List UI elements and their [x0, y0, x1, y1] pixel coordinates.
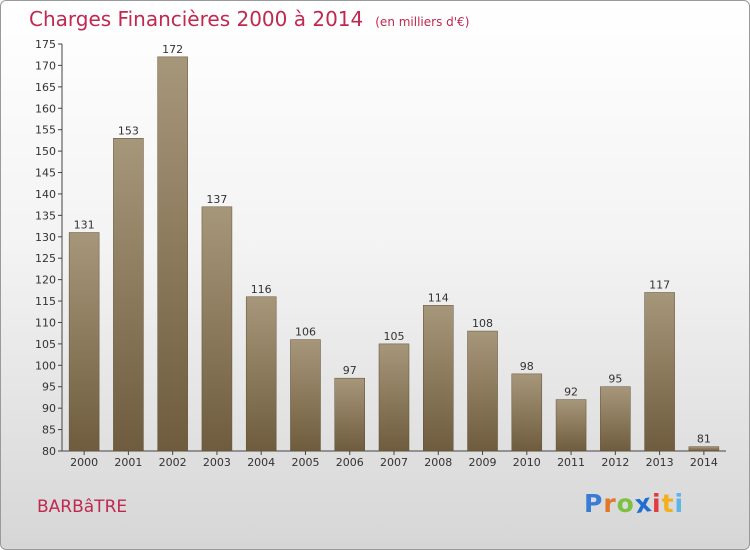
value-label-2013: 117: [649, 278, 670, 291]
y-tick-label: 120: [35, 274, 56, 287]
value-label-2012: 95: [608, 373, 622, 386]
y-tick-label: 90: [42, 402, 56, 415]
y-tick-label: 115: [35, 295, 56, 308]
value-label-2002: 172: [162, 43, 183, 56]
bar-2001: [113, 138, 144, 452]
bar-2009: [467, 330, 498, 452]
y-tick-label: 170: [35, 59, 56, 72]
x-tick-label-2000: 2000: [70, 456, 98, 469]
bar-2000: [68, 232, 100, 452]
labels-layer: 131 2000 153 2001 172 2002 137 2003 116 2004 106 20…: [70, 43, 718, 469]
y-tick-label: 105: [35, 338, 56, 351]
bar-2005: [290, 339, 321, 452]
value-label-2006: 97: [343, 364, 357, 377]
x-tick-label-2007: 2007: [380, 456, 408, 469]
value-label-2003: 137: [206, 193, 227, 206]
x-tick-label-2003: 2003: [203, 456, 231, 469]
x-tick-label-2006: 2006: [336, 456, 364, 469]
y-tick-label: 140: [35, 188, 56, 201]
x-tick-label-2013: 2013: [646, 456, 674, 469]
bar-2006: [334, 377, 365, 452]
logo-letter: P: [584, 489, 604, 518]
y-tick-label: 155: [35, 124, 56, 137]
bar-2011: [555, 399, 587, 452]
axis-layer: 80 85 90 95 100 105 110 115 120 125 130 135 140 145 15…: [35, 38, 726, 458]
chart-subtitle: (en milliers d'€): [375, 15, 470, 29]
bar-2012: [600, 386, 631, 452]
value-label-2007: 105: [384, 330, 405, 343]
y-tick-label: 125: [35, 252, 56, 265]
bar-2010: [511, 373, 543, 452]
x-tick-label-2012: 2012: [601, 456, 629, 469]
logo-letter: i: [652, 489, 662, 518]
bar-2008: [423, 305, 454, 452]
bar-2002: [157, 56, 188, 452]
chart-title: Charges Financières 2000 à 2014 (en milli…: [29, 7, 469, 31]
logo-letter: r: [603, 489, 617, 518]
y-tick-label: 110: [35, 316, 56, 329]
value-label-2009: 108: [472, 317, 493, 330]
x-tick-label-2011: 2011: [557, 456, 585, 469]
x-tick-label-2001: 2001: [114, 456, 142, 469]
value-label-2014: 81: [697, 433, 711, 446]
logo-letter: i: [674, 489, 685, 518]
y-tick-label: 95: [42, 381, 56, 394]
y-tick-label: 130: [35, 231, 56, 244]
x-tick-label-2005: 2005: [291, 456, 319, 469]
x-tick-label-2008: 2008: [424, 456, 452, 469]
value-label-2005: 106: [295, 326, 316, 339]
y-tick-label: 175: [35, 38, 56, 51]
y-tick-label: 145: [35, 167, 56, 180]
value-label-2008: 114: [428, 291, 449, 304]
value-label-2010: 98: [520, 360, 534, 373]
y-tick-label: 80: [42, 445, 56, 458]
logo-letter: o: [616, 489, 635, 518]
y-tick-label: 135: [35, 209, 56, 222]
logo-letter: x: [632, 487, 654, 520]
bars-layer: [68, 56, 720, 452]
x-tick-label-2014: 2014: [690, 456, 718, 469]
y-tick-label: 165: [35, 81, 56, 94]
bar-2013: [644, 292, 675, 452]
value-label-2000: 131: [74, 219, 95, 232]
x-tick-label-2002: 2002: [159, 456, 187, 469]
y-tick-label: 150: [35, 145, 56, 158]
y-tick-label: 85: [42, 424, 56, 437]
y-tick-label: 100: [35, 359, 56, 372]
bar-2003: [201, 206, 233, 452]
commune-name: BARBâTRE: [37, 497, 128, 517]
bar-2014: [688, 446, 720, 452]
chart-title-text: Charges Financières 2000 à 2014: [29, 7, 364, 31]
bar-2007: [378, 343, 410, 452]
value-label-2011: 92: [564, 386, 578, 399]
bar-2004: [245, 296, 277, 452]
proxiti-logo: Proxiti: [584, 487, 685, 520]
x-tick-label-2004: 2004: [247, 456, 275, 469]
value-label-2001: 153: [118, 124, 139, 137]
x-tick-label-2010: 2010: [513, 456, 541, 469]
logo-letter: t: [661, 489, 675, 518]
value-label-2004: 116: [251, 283, 272, 296]
x-tick-label-2009: 2009: [469, 456, 497, 469]
y-tick-label: 160: [35, 102, 56, 115]
